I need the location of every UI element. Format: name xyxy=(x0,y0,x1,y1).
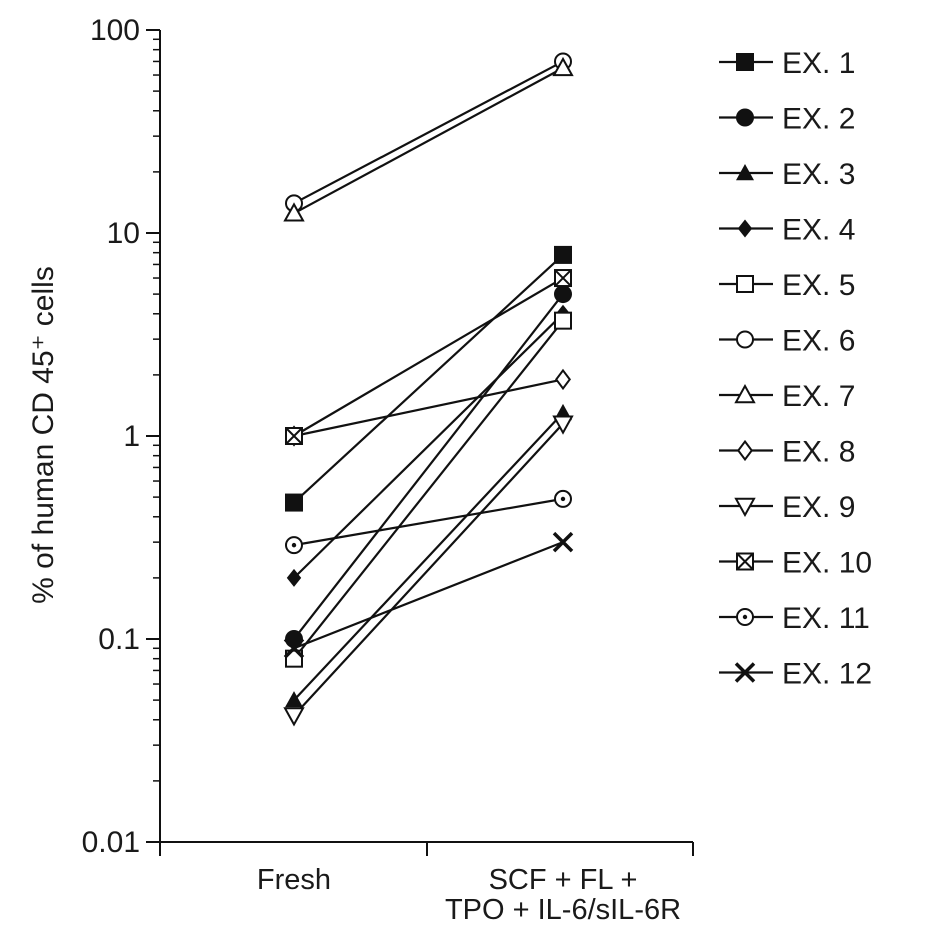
legend-item-ex-3: EX. 3 xyxy=(719,158,855,191)
y-tick-label: 0.01 xyxy=(82,826,140,859)
marker xyxy=(283,638,305,659)
series-line-ex-10 xyxy=(293,277,564,437)
marker xyxy=(736,330,754,349)
legend-item-ex-12: EX. 12 xyxy=(719,658,872,691)
marker-cross xyxy=(286,428,302,444)
marker xyxy=(734,497,756,518)
legend-item-ex-1: EX. 1 xyxy=(719,47,855,80)
marker xyxy=(283,202,305,222)
legend-label: EX. 3 xyxy=(782,158,855,191)
legend-label: EX. 11 xyxy=(782,602,870,635)
axes xyxy=(146,29,694,856)
marker xyxy=(737,439,753,462)
marker xyxy=(552,56,574,77)
marker xyxy=(554,311,572,330)
series-group xyxy=(283,52,574,727)
marker xyxy=(285,630,303,648)
x-category-label: TPO + IL-6/sIL-6R xyxy=(445,894,681,926)
marker xyxy=(736,53,754,71)
series-line-ex-11 xyxy=(293,497,564,547)
series-points-ex-1 xyxy=(285,245,572,512)
legend-label: EX. 9 xyxy=(782,491,855,524)
legend-item-ex-2: EX. 2 xyxy=(719,103,855,136)
marker xyxy=(285,691,303,708)
legend-label: EX. 5 xyxy=(782,269,855,302)
series-line-ex-5 xyxy=(293,319,564,660)
legend-item-ex-8: EX. 8 xyxy=(719,436,855,469)
marker xyxy=(554,245,572,264)
marker xyxy=(554,285,572,304)
marker xyxy=(734,662,756,683)
series-line-ex-7 xyxy=(293,67,564,215)
legend-item-ex-11: EX. 11 xyxy=(719,602,870,635)
legend-label: EX. 4 xyxy=(782,214,855,247)
legend-label: EX. 2 xyxy=(782,103,855,136)
x-category-labels: Fresh SCF + FL +TPO + IL-6/sIL-6R xyxy=(257,864,681,926)
legend-item-ex-5: EX. 5 xyxy=(719,269,855,302)
y-tick-label: 0.1 xyxy=(98,623,140,656)
series-points-ex-9 xyxy=(283,415,574,727)
legend-item-ex-6: EX. 6 xyxy=(719,325,855,358)
marker xyxy=(736,552,754,571)
legend-label: EX. 10 xyxy=(782,547,872,580)
series-line-ex-9 xyxy=(293,422,564,717)
series-line-ex-12 xyxy=(293,541,564,650)
marker-dot xyxy=(560,496,566,502)
marker xyxy=(736,108,754,127)
series-line-ex-3 xyxy=(293,412,564,701)
legend-label: EX. 7 xyxy=(782,380,855,413)
marker xyxy=(554,489,572,508)
marker xyxy=(736,164,754,181)
legend-label: EX. 8 xyxy=(782,436,855,469)
y-tick-labels: 100 10 1 0.1 0.01 xyxy=(82,14,140,859)
series-lines xyxy=(293,60,564,717)
marker xyxy=(283,707,305,727)
series-line-ex-6 xyxy=(293,60,564,205)
legend-item-ex-10: EX. 10 xyxy=(719,547,872,580)
series-line-ex-1 xyxy=(293,254,564,504)
series-points-ex-10 xyxy=(285,269,572,445)
marker xyxy=(736,608,754,626)
y-tick-label: 100 xyxy=(90,14,140,47)
marker xyxy=(555,368,571,391)
marker xyxy=(737,219,753,238)
series-points-ex-12 xyxy=(283,531,574,659)
x-category-label: SCF + FL + xyxy=(489,864,638,896)
marker xyxy=(285,536,303,555)
series-line-ex-8 xyxy=(293,378,564,438)
marker-cross xyxy=(737,553,753,570)
marker-dot xyxy=(742,614,748,620)
marker xyxy=(554,269,572,288)
series-markers xyxy=(283,52,574,727)
marker-cross xyxy=(555,270,571,286)
legend-label: EX. 12 xyxy=(782,658,872,691)
legend-item-ex-9: EX. 9 xyxy=(719,491,855,524)
marker xyxy=(734,383,756,404)
y-tick-label: 1 xyxy=(123,420,140,453)
marker xyxy=(285,427,303,445)
legend-item-ex-4: EX. 4 xyxy=(719,214,855,247)
legend-item-ex-7: EX. 7 xyxy=(719,380,855,413)
marker xyxy=(552,531,574,553)
y-tick-label: 10 xyxy=(107,217,140,250)
marker xyxy=(285,493,303,512)
y-axis-label: % of human CD 45⁺ cells xyxy=(27,266,60,604)
series-points-ex-7 xyxy=(283,56,574,222)
series-points-ex-11 xyxy=(285,489,572,555)
marker-dot xyxy=(291,542,297,548)
legend-label: EX. 6 xyxy=(782,325,855,358)
legend: EX. 1 EX. 2 EX. 3 EX. 4 EX. 5 EX. 6 EX. 7 EX. 8… xyxy=(719,47,872,691)
marker xyxy=(736,275,754,293)
marker xyxy=(552,415,574,435)
marker xyxy=(286,568,302,587)
series-line-ex-4 xyxy=(293,312,564,579)
series-line-ex-2 xyxy=(293,293,564,640)
x-category-label: Fresh xyxy=(257,864,331,896)
legend-label: EX. 1 xyxy=(782,47,855,80)
